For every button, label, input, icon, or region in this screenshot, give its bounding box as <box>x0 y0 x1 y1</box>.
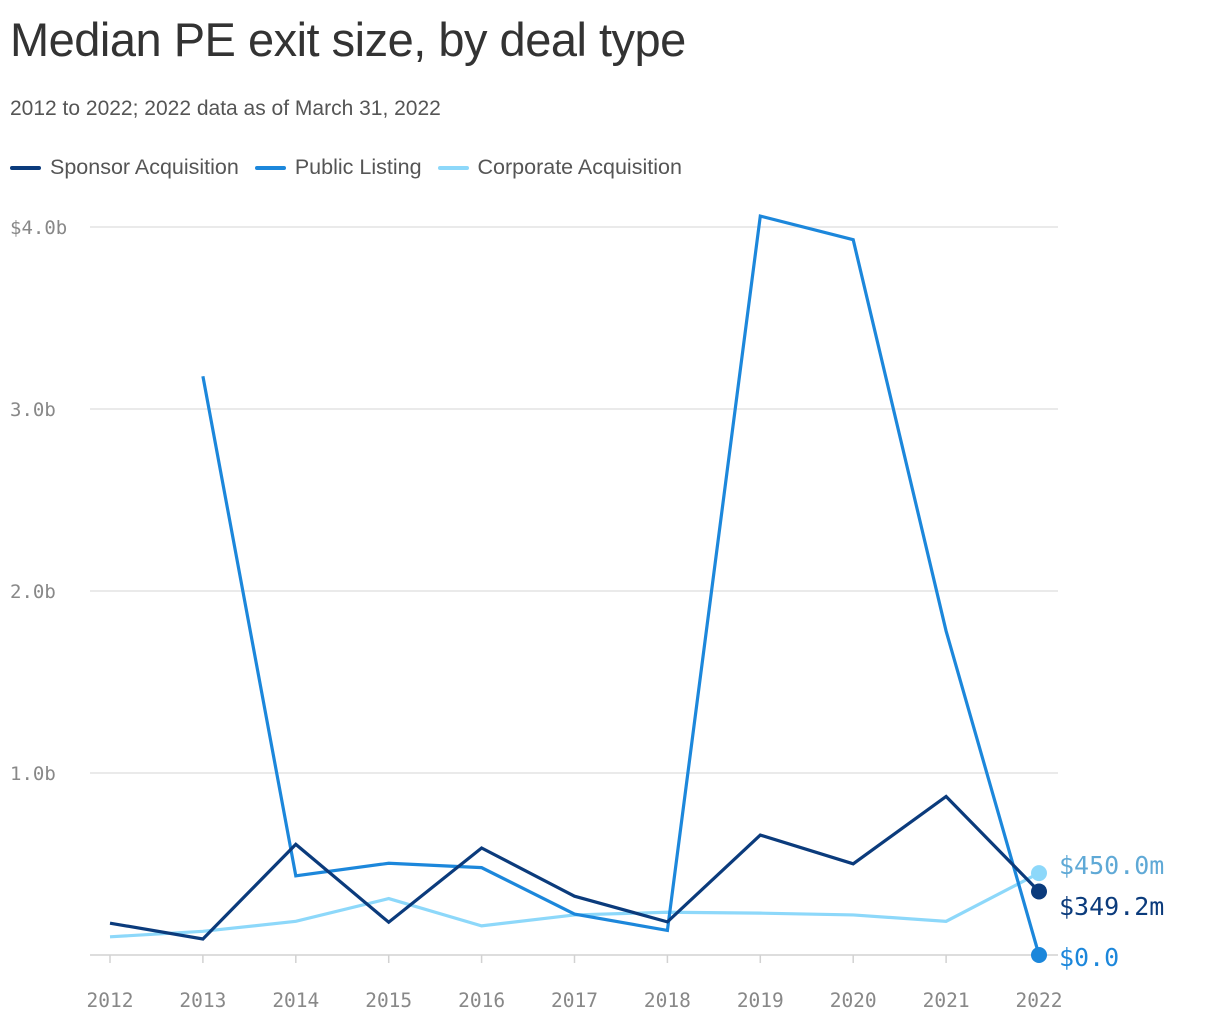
x-tick-label: 2016 <box>458 989 505 1012</box>
series-line-corporate-acquisition <box>109 871 1040 939</box>
end-point-public-listing <box>1031 947 1047 963</box>
x-tick-label: 2012 <box>87 989 134 1012</box>
x-tick-label: 2022 <box>1016 989 1063 1012</box>
y-tick-label: 3.0b <box>10 399 56 421</box>
legend-swatch-sponsor-acquisition <box>10 165 41 170</box>
y-tick-label: 1.0b <box>10 763 56 785</box>
x-tick-label: 2015 <box>365 989 412 1012</box>
x-tick-label: 2018 <box>644 989 691 1012</box>
y-tick-label: $4.0b <box>10 217 67 239</box>
legend-label-sponsor-acquisition: Sponsor Acquisition <box>50 155 239 179</box>
chart-legend: Sponsor Acquisition Public Listing Corpo… <box>10 155 698 180</box>
end-label-public-listing: $0.0 <box>1059 943 1119 972</box>
legend-label-corporate-acquisition: Corporate Acquisition <box>477 155 682 179</box>
legend-swatch-corporate-acquisition <box>437 165 469 170</box>
end-point-sponsor-acquisition <box>1031 883 1047 900</box>
chart-subtitle: 2012 to 2022; 2022 data as of March 31, … <box>10 97 441 120</box>
legend-item-sponsor-acquisition: Sponsor Acquisition <box>10 155 239 180</box>
x-tick-label: 2021 <box>923 989 970 1012</box>
y-tick-label: 2.0b <box>10 581 56 603</box>
legend-swatch-public-listing <box>254 165 286 170</box>
end-label-corporate-acquisition: $450.0m <box>1059 851 1164 880</box>
series-line-public-listing <box>201 214 1041 956</box>
chart-title: Median PE exit size, by deal type <box>10 13 686 66</box>
end-point-corporate-acquisition <box>1031 865 1047 882</box>
x-tick-label: 2017 <box>551 989 598 1012</box>
x-tick-label: 2020 <box>830 989 877 1012</box>
legend-item-corporate-acquisition: Corporate Acquisition <box>437 155 682 180</box>
series-line-sponsor-acquisition <box>109 794 1041 941</box>
legend-item-public-listing: Public Listing <box>254 155 422 180</box>
x-tick-label: 2013 <box>179 989 226 1012</box>
x-tick-label: 2019 <box>737 989 784 1012</box>
end-label-sponsor-acquisition: $349.2m <box>1059 892 1164 921</box>
x-tick-label: 2014 <box>272 989 319 1012</box>
legend-label-public-listing: Public Listing <box>294 155 422 179</box>
